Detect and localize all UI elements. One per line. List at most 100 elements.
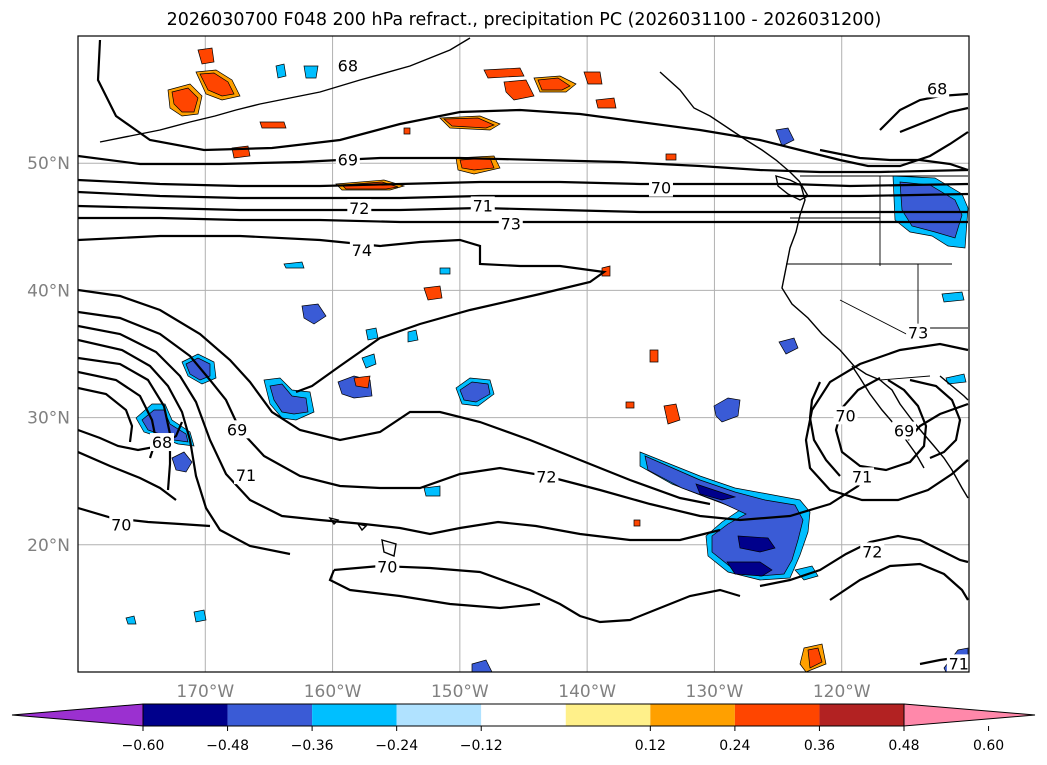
contour-line <box>78 338 291 556</box>
contour-label-bg <box>234 466 259 485</box>
precip-area <box>301 303 327 325</box>
contour-line <box>78 190 969 200</box>
lon-tick-label: 130°W <box>686 682 744 702</box>
coastline-southwest <box>939 375 969 401</box>
lon-tick-label: 120°W <box>813 682 871 702</box>
precip-area <box>713 397 741 423</box>
lat-tick-label: 50°N <box>27 154 70 174</box>
precip-area <box>439 267 451 275</box>
contour-line <box>78 288 711 506</box>
precip-area <box>361 353 377 369</box>
colorbar: −0.60 −0.48 −0.36 −0.24 −0.12 0.12 0.24 0.36 0.4… <box>11 703 1036 754</box>
map-plot-area: 68 68 69 70 71 72 73 74 73 68 69 70 69 71 72 71 70 72 70 71 <box>78 36 969 673</box>
map-frame <box>77 35 970 673</box>
precip-area <box>665 153 677 161</box>
precip-area <box>633 519 641 527</box>
colorbar-frame <box>142 703 905 727</box>
contour-label: 71 <box>852 467 872 486</box>
colorbar-tick-label: −0.36 <box>291 738 334 754</box>
colorbar-tick-label: −0.48 <box>206 738 249 754</box>
refractivity-contours <box>78 39 969 666</box>
precip-area <box>471 659 493 672</box>
contour-label-bg <box>892 421 917 440</box>
contour-label: 68 <box>927 79 947 98</box>
contour-label: 73 <box>501 214 521 233</box>
contour-line <box>78 386 134 443</box>
contour-line <box>804 342 969 502</box>
colorbar-swatch <box>396 704 482 726</box>
contour-label-bg <box>347 198 372 217</box>
contour-label: 70 <box>835 406 855 425</box>
contour-line <box>78 234 607 394</box>
precip-area <box>403 127 411 135</box>
contour-label: 69 <box>338 151 358 170</box>
colorbar-swatch <box>143 704 228 726</box>
precip-area <box>275 63 287 79</box>
precip-area <box>726 561 773 577</box>
contour-label: 68 <box>338 57 358 76</box>
contour-label-bg <box>225 420 250 439</box>
contour-label: 69 <box>894 422 914 441</box>
map-gridlines <box>78 36 969 672</box>
contour-label: 71 <box>473 196 493 215</box>
precip-area <box>443 117 495 129</box>
precip-area <box>171 451 193 473</box>
contour-label: 72 <box>862 542 882 561</box>
contour-label: 69 <box>227 420 247 439</box>
contour-label: 68 <box>152 433 172 452</box>
colorbar-swatch <box>734 704 820 726</box>
contour-label: 72 <box>349 199 369 218</box>
precip-area <box>125 615 137 625</box>
precip-area <box>778 337 799 355</box>
precip-area <box>625 401 635 409</box>
contour-line <box>328 569 541 610</box>
contour-line <box>78 421 184 452</box>
lon-tick-labels: 170°W 160°W 150°W 140°W 130°W 120°W <box>176 682 870 702</box>
coastline-vancouver-island <box>775 175 809 201</box>
lat-tick-labels: 20°N 30°N 40°N 50°N <box>27 154 70 556</box>
contour-line <box>78 506 211 528</box>
contour-label: 71 <box>236 466 256 485</box>
contour-label: 71 <box>949 654 969 673</box>
contour-label-bg <box>906 323 931 342</box>
precip-area <box>483 67 525 79</box>
coastlines <box>99 37 969 557</box>
contour-label-bg <box>860 542 885 561</box>
contour-line <box>808 381 841 477</box>
contour-label: 70 <box>377 558 397 577</box>
precip-area <box>259 121 287 129</box>
contour-line <box>909 378 962 460</box>
colorbar-extend-min <box>11 703 144 727</box>
contour-label-bg <box>925 79 950 98</box>
contour-line <box>78 216 968 224</box>
precip-area <box>197 47 215 65</box>
contour-label: 73 <box>908 324 928 343</box>
precip-area <box>595 97 617 109</box>
precip-area <box>649 349 659 363</box>
precip-area <box>695 483 737 501</box>
precip-area <box>353 375 371 389</box>
contour-line <box>829 562 969 601</box>
precip-area <box>941 291 965 303</box>
colorbar-tick-label: 0.12 <box>635 738 666 754</box>
precip-area <box>283 261 305 269</box>
contour-line <box>78 178 969 188</box>
precip-area <box>807 647 823 669</box>
contour-line <box>78 204 968 214</box>
precip-area <box>365 327 379 341</box>
contour-label-bg <box>375 557 400 576</box>
contour-label-bg <box>109 515 134 534</box>
precip-area <box>423 485 441 497</box>
precip-area <box>171 87 199 113</box>
contour-label: 72 <box>536 467 556 486</box>
colorbar-swatch <box>227 704 313 726</box>
contour-label-bg <box>534 467 559 486</box>
lat-tick-label: 40°N <box>27 281 70 301</box>
colorbar-swatch <box>650 704 735 726</box>
precip-area <box>423 285 443 301</box>
colorbar-tick-label: 0.24 <box>719 738 750 754</box>
coastline-baja <box>851 365 925 469</box>
contour-label-bg <box>498 214 523 233</box>
precip-area <box>199 72 235 97</box>
map-title: 2026030700 F048 200 hPa refract., precip… <box>167 10 882 30</box>
